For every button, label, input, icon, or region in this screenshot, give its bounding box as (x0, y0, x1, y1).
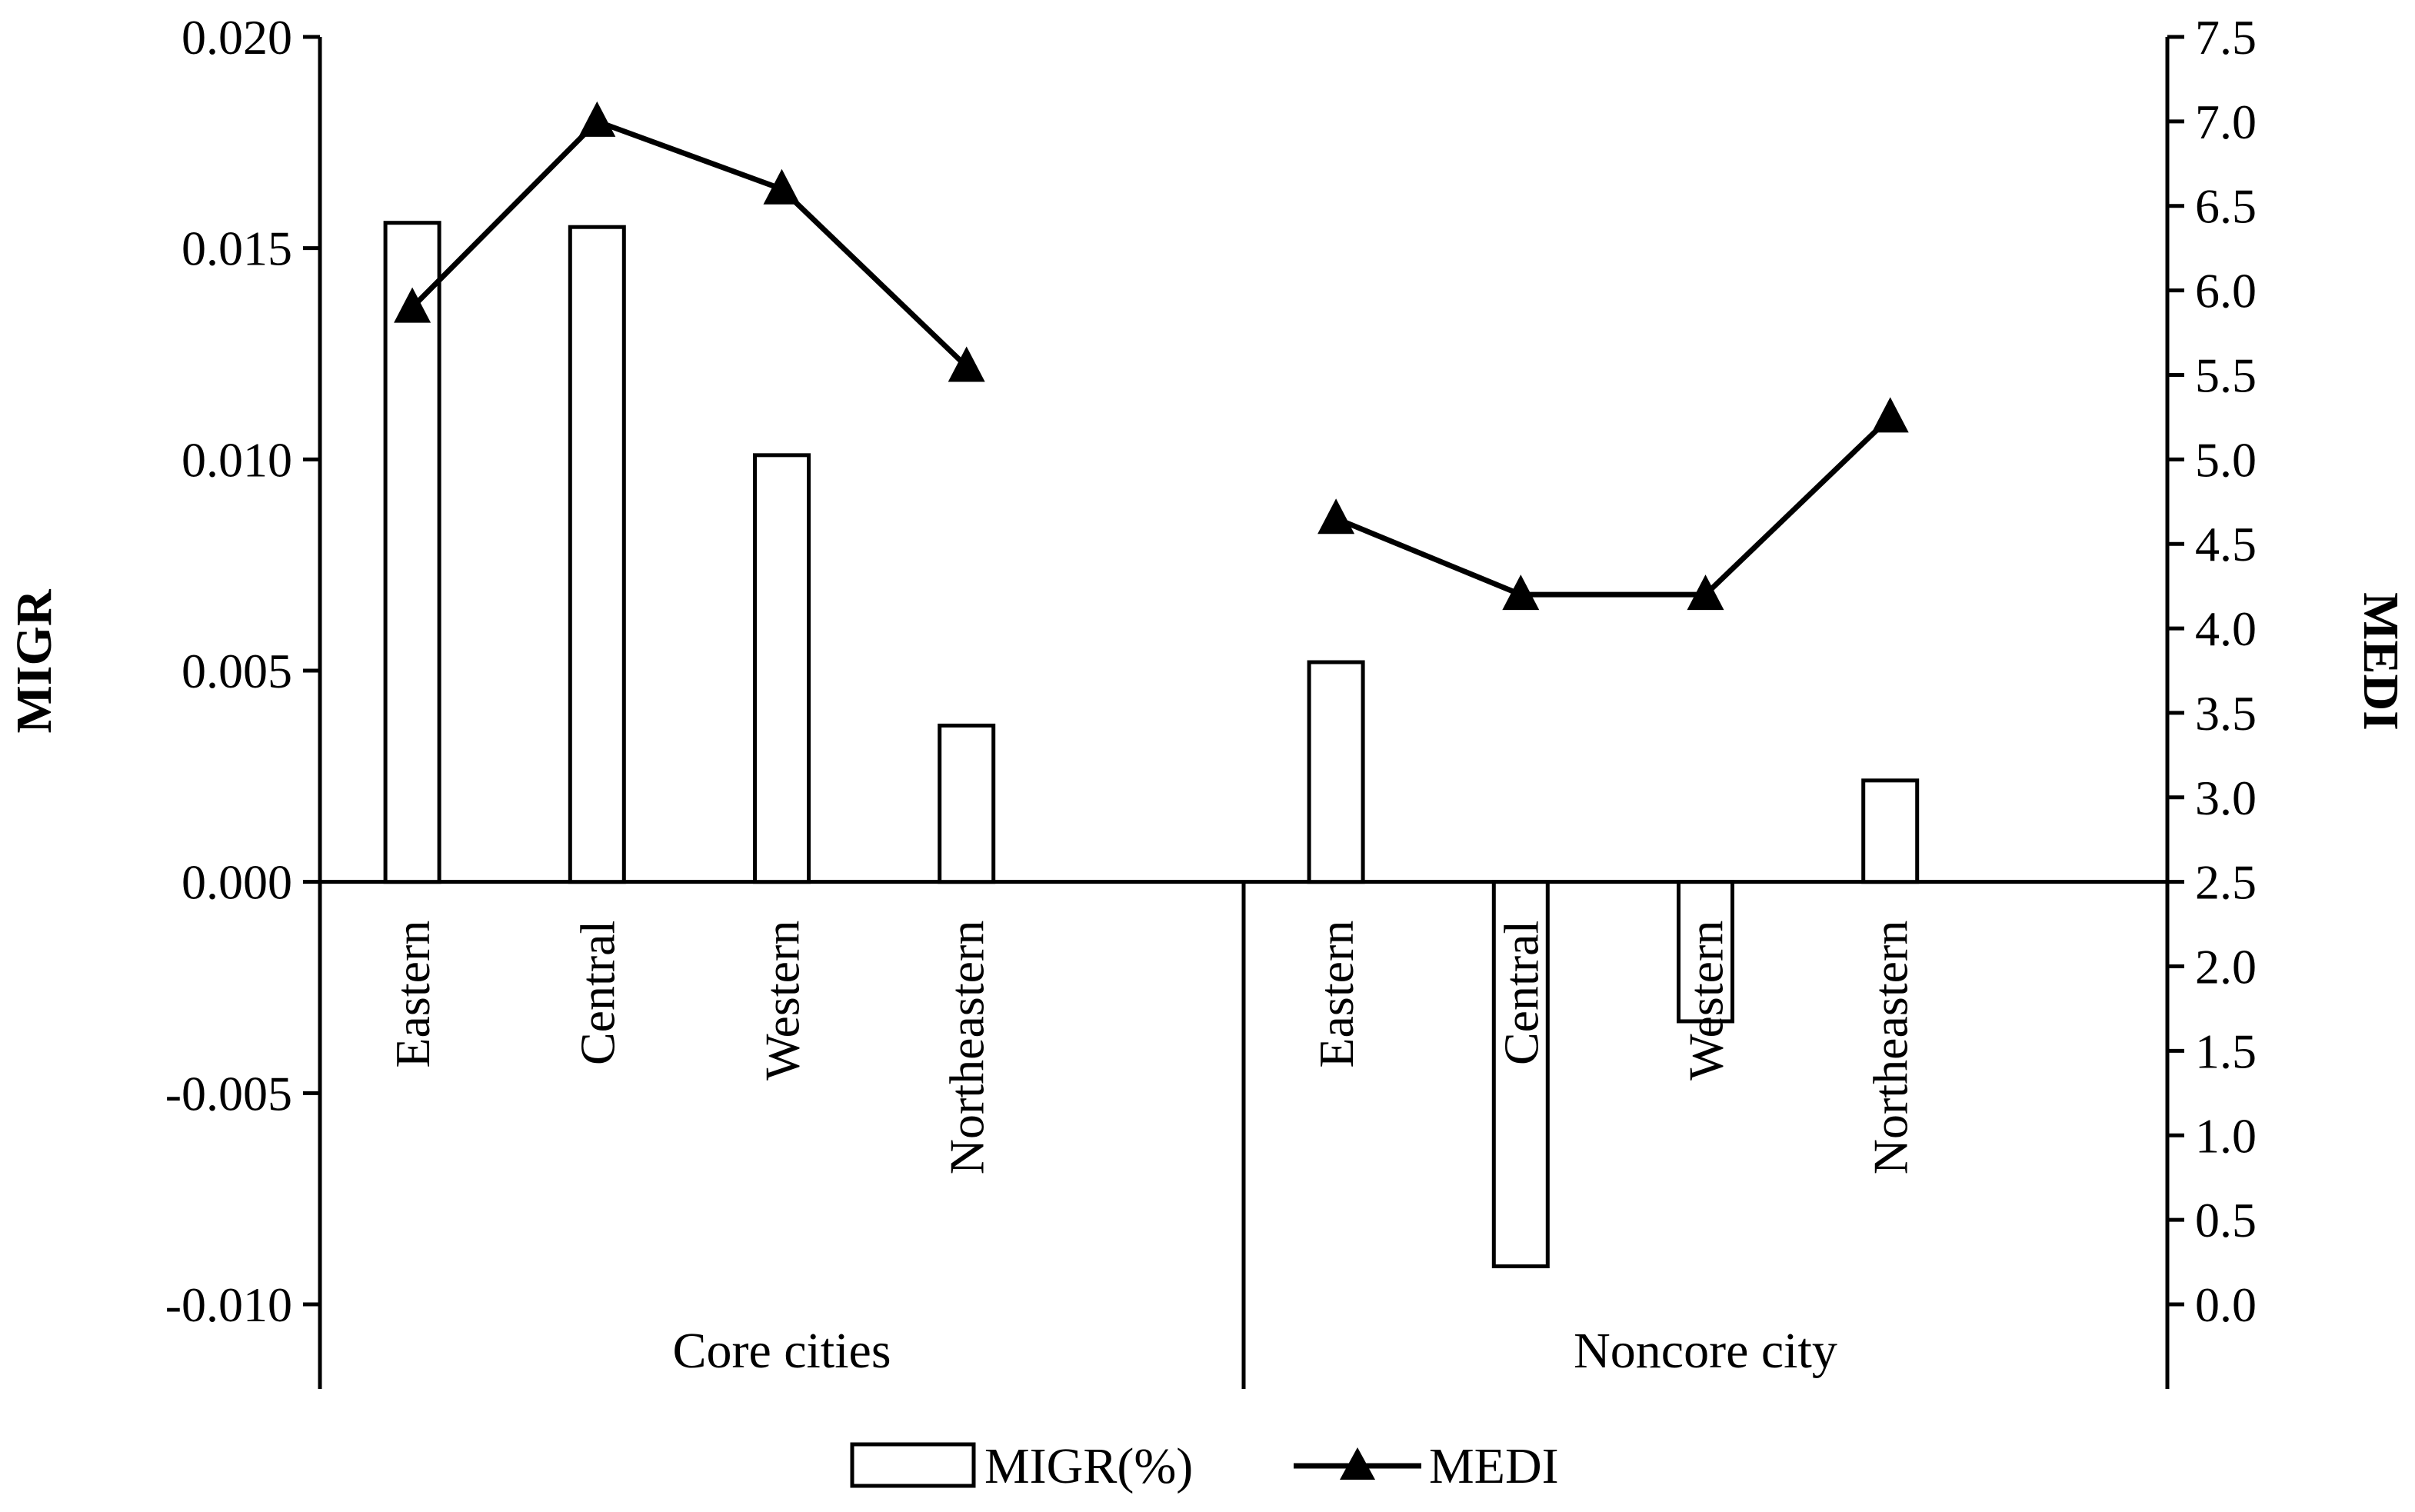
y2-tick-label: 5.0 (2195, 432, 2257, 487)
y-tick-label: 0.000 (182, 855, 292, 910)
medi-marker (1687, 574, 1724, 611)
x-category-label: Western (755, 921, 810, 1081)
x-category-label: Central (570, 921, 625, 1065)
y2-tick-label: 3.0 (2195, 771, 2257, 825)
axes (303, 35, 2184, 1389)
medi-line-segment (410, 118, 969, 369)
group-label: Core cities (672, 1323, 891, 1379)
y-tick-label: 0.005 (182, 644, 292, 698)
y-tick-label: -0.005 (165, 1066, 292, 1121)
line-series (394, 101, 1909, 611)
y2-tick-label: 1.5 (2195, 1024, 2257, 1078)
y-tick-label: 0.010 (182, 432, 292, 487)
migr-bar (1677, 880, 1734, 1024)
migr-bar (938, 723, 996, 884)
y2-tick-label: 0.0 (2195, 1277, 2257, 1332)
y2-tick-label: 2.5 (2195, 855, 2257, 910)
y2-tick-label: 3.5 (2195, 686, 2257, 741)
medi-line-segment (1334, 415, 1893, 598)
x-category-label: Eastern (1309, 921, 1364, 1068)
medi-marker (1871, 397, 1909, 433)
medi-marker (578, 101, 616, 137)
migr-bar (1861, 778, 1920, 884)
y2-tick-label: 5.5 (2195, 348, 2257, 402)
y2-tick-label: 2.0 (2195, 940, 2257, 994)
y2-tick-label: 1.0 (2195, 1108, 2257, 1163)
y2-tick-label: 7.5 (2195, 10, 2257, 65)
migr-bar (568, 225, 626, 884)
y2-axis-title: MEDI (2353, 592, 2409, 731)
x-category-label: Central (1494, 921, 1548, 1065)
y2-tick-label: 0.5 (2195, 1193, 2257, 1247)
migr-bar (1491, 880, 1550, 1269)
y2-tick-label: 7.0 (2195, 95, 2257, 149)
y-tick-label: 0.015 (182, 221, 292, 276)
migr-bar (1307, 660, 1365, 884)
y2-tick-label: 4.5 (2195, 517, 2257, 571)
group-label: Noncore city (1574, 1323, 1837, 1379)
y2-tick-label: 6.5 (2195, 179, 2257, 234)
legend-label-medi: MEDI (1429, 1438, 1559, 1494)
y-tick-label: -0.010 (165, 1277, 292, 1332)
y-axis-title: MIGR (6, 588, 62, 733)
x-category-label: Eastern (385, 921, 440, 1068)
migr-bar (383, 221, 441, 884)
x-category-label: Western (1679, 921, 1734, 1081)
medi-marker (1502, 574, 1540, 611)
legend-triangle-marker (1340, 1447, 1375, 1480)
y2-tick-label: 6.0 (2195, 264, 2257, 318)
legend: MIGR(%) MEDI (850, 1438, 1559, 1494)
y2-tick-label: 4.0 (2195, 601, 2257, 656)
x-category-label: Northeastern (1864, 921, 1918, 1175)
legend-bar-swatch (850, 1442, 976, 1488)
medi-marker (763, 168, 801, 205)
axis-labels: 0.020 0.015 0.010 0.005 0.000 -0.005 -0.010 7.5… (165, 10, 2257, 1379)
medi-marker (948, 346, 985, 382)
medi-marker (394, 287, 431, 323)
migr-bar (753, 453, 811, 884)
bar-series (383, 221, 1920, 1269)
legend-label-migr: MIGR(%) (984, 1438, 1193, 1494)
y-tick-label: 0.020 (182, 10, 292, 65)
medi-marker (1317, 498, 1355, 535)
x-category-label: Northeastern (940, 921, 994, 1175)
